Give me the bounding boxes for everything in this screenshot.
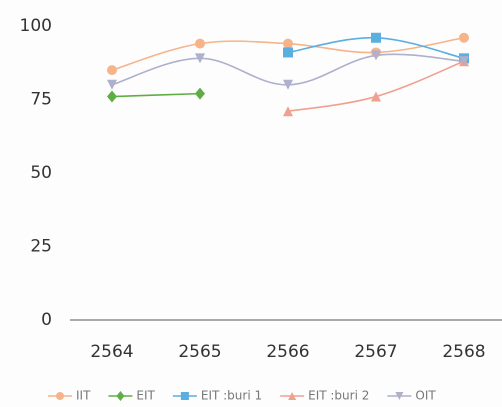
x-tick-label: 2567 xyxy=(354,342,397,362)
x-tick-label: 2568 xyxy=(442,342,485,362)
series xyxy=(283,56,469,117)
marker xyxy=(371,32,381,43)
line xyxy=(287,60,465,113)
legend-label: OIT xyxy=(415,389,436,403)
marker xyxy=(371,91,381,102)
series xyxy=(107,50,469,90)
marker xyxy=(195,53,205,64)
x-tick-label: 2564 xyxy=(90,342,133,362)
marker xyxy=(283,38,293,49)
x-tick-label: 2566 xyxy=(266,342,309,362)
marker xyxy=(371,50,381,61)
legend-label: EIT :buri 2 xyxy=(308,389,369,403)
legend-item: EIT :buri 1 xyxy=(172,389,262,403)
marker xyxy=(283,79,293,90)
line xyxy=(111,92,201,98)
y-tick-label: 50 xyxy=(30,163,52,183)
marker xyxy=(180,392,189,400)
y-tick-label: 25 xyxy=(30,237,52,257)
legend-label: EIT :buri 1 xyxy=(201,389,262,403)
marker xyxy=(283,106,293,117)
marker xyxy=(107,79,117,90)
series xyxy=(107,32,469,76)
legend-label: IIT xyxy=(76,389,91,403)
legend-item: EIT xyxy=(108,389,156,403)
marker xyxy=(195,38,205,49)
marker xyxy=(107,65,117,76)
marker xyxy=(195,87,205,100)
marker xyxy=(283,47,293,58)
y-tick-label: 100 xyxy=(20,16,52,36)
x-tick-label: 2565 xyxy=(178,342,221,362)
marker xyxy=(107,90,117,103)
legend-item: OIT xyxy=(387,389,436,403)
y-tick-label: 0 xyxy=(41,310,52,330)
marker xyxy=(288,392,297,400)
marker xyxy=(459,56,469,67)
marker xyxy=(459,32,469,43)
marker xyxy=(56,392,64,400)
y-tick-label: 75 xyxy=(30,90,52,110)
marker xyxy=(116,391,125,401)
legend-item: EIT :buri 2 xyxy=(280,389,369,403)
legend-label: EIT xyxy=(136,389,155,403)
marker xyxy=(395,392,404,400)
legend-item: IIT xyxy=(48,389,91,403)
series xyxy=(107,87,205,103)
